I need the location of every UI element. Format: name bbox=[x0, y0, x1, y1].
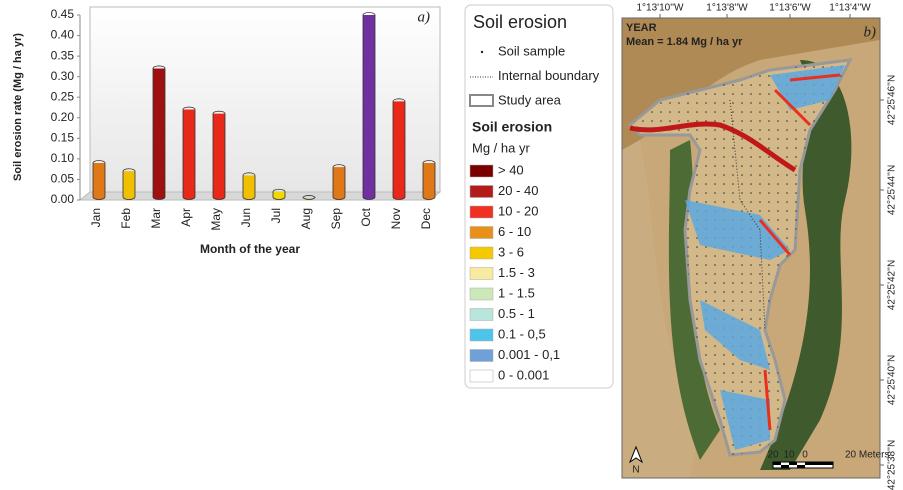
bar bbox=[153, 66, 165, 200]
bar bbox=[333, 165, 345, 200]
bar bbox=[423, 161, 435, 200]
longitude-label: 1°13'10''W bbox=[637, 3, 685, 14]
panel-label: a) bbox=[418, 9, 431, 25]
bar bbox=[213, 111, 225, 199]
legend-swatch bbox=[470, 186, 493, 198]
y-tick-label: 0.20 bbox=[51, 110, 75, 124]
legend-class-label: 0.1 - 0,5 bbox=[498, 326, 546, 341]
legend-units: Mg / ha yr bbox=[472, 140, 530, 155]
x-tick-label: Apr bbox=[179, 208, 193, 227]
legend-class-label: 0.5 - 1 bbox=[498, 306, 535, 321]
scale-label: 0 bbox=[802, 450, 808, 461]
scale-label: 20 Meters bbox=[845, 450, 889, 461]
legend-class-label: > 40 bbox=[498, 162, 524, 177]
x-tick-label: Aug bbox=[299, 208, 313, 229]
legend-swatch bbox=[470, 309, 493, 321]
bar bbox=[93, 161, 105, 200]
longitude-label: 1°13'4''W bbox=[829, 3, 871, 14]
y-tick-label: 0.35 bbox=[51, 48, 75, 62]
legend-swatch bbox=[470, 268, 493, 280]
y-tick-label: 0.15 bbox=[51, 131, 75, 145]
x-axis-label: Month of the year bbox=[200, 242, 300, 256]
legend-study-symbol bbox=[470, 95, 493, 106]
legend-item-label: Soil sample bbox=[498, 43, 565, 58]
legend-sample-symbol bbox=[481, 51, 483, 53]
legend-swatch bbox=[470, 165, 493, 177]
legend-class-label: 6 - 10 bbox=[498, 224, 531, 239]
x-tick-label: Sep bbox=[329, 208, 343, 230]
bar bbox=[183, 107, 195, 199]
y-axis-label: Soil erosion rate (Mg / ha yr) bbox=[12, 33, 24, 181]
y-tick-label: 0.00 bbox=[51, 192, 75, 206]
latitude-label: 42°25'44''N bbox=[887, 165, 898, 215]
legend-swatch bbox=[470, 206, 493, 218]
legend-swatch bbox=[470, 247, 493, 259]
y-tick-label: 0.10 bbox=[51, 151, 75, 165]
scale-label: 20 bbox=[767, 450, 779, 461]
legend-class-label: 10 - 20 bbox=[498, 203, 538, 218]
x-tick-label: Oct bbox=[359, 207, 373, 226]
y-tick-label: 0.40 bbox=[51, 28, 75, 42]
bar bbox=[363, 13, 375, 200]
x-tick-label: Mar bbox=[149, 208, 163, 229]
x-tick-label: Jun bbox=[239, 208, 253, 227]
legend-classes-title: Soil erosion bbox=[472, 119, 552, 135]
map-mean: Mean = 1.84 Mg / ha yr bbox=[626, 36, 743, 48]
legend-swatch bbox=[470, 227, 493, 239]
longitude-label: 1°13'6''W bbox=[769, 3, 811, 14]
x-tick-label: Feb bbox=[119, 208, 133, 229]
latitude-label: 42°25'46''N bbox=[887, 75, 898, 125]
latitude-label: 42°25'42''N bbox=[887, 260, 898, 310]
map-period: YEAR bbox=[626, 22, 657, 34]
map bbox=[622, 18, 880, 478]
latitude-label: 42°25'40''N bbox=[887, 355, 898, 405]
bar bbox=[243, 173, 255, 200]
legend-class-label: 0 - 0.001 bbox=[498, 367, 549, 382]
bar bbox=[123, 169, 135, 200]
bar bbox=[393, 99, 405, 200]
x-tick-label: Jan bbox=[89, 208, 103, 227]
y-tick-label: 0.05 bbox=[51, 172, 75, 186]
legend-class-label: 1 - 1.5 bbox=[498, 285, 535, 300]
x-tick-label: Jul bbox=[269, 208, 283, 223]
scale-bar bbox=[773, 462, 833, 468]
y-tick-label: 0.45 bbox=[51, 7, 75, 21]
north-label: N bbox=[632, 465, 639, 476]
longitude-label: 1°13'8''W bbox=[706, 3, 748, 14]
legend-item-label: Internal boundary bbox=[498, 68, 600, 83]
legend-title: Soil erosion bbox=[473, 12, 567, 32]
chart-wall bbox=[90, 7, 440, 192]
legend-class-label: 3 - 6 bbox=[498, 244, 524, 259]
legend-class-label: 1.5 - 3 bbox=[498, 265, 535, 280]
legend-swatch bbox=[470, 370, 493, 382]
panel-label: b) bbox=[864, 24, 877, 40]
legend-item-label: Study area bbox=[498, 92, 562, 107]
legend-swatch bbox=[470, 288, 493, 300]
legend-swatch bbox=[470, 350, 493, 362]
y-tick-label: 0.30 bbox=[51, 69, 75, 83]
x-tick-label: May bbox=[209, 208, 223, 231]
y-tick-label: 0.25 bbox=[51, 89, 75, 103]
legend-class-label: 0.001 - 0,1 bbox=[498, 347, 560, 362]
legend-swatch bbox=[470, 329, 493, 341]
x-tick-label: Nov bbox=[389, 208, 403, 229]
x-tick-label: Dec bbox=[419, 208, 433, 229]
figure: a) Month of the year Soil erosion rate (… bbox=[0, 0, 903, 490]
legend-class-label: 20 - 40 bbox=[498, 183, 538, 198]
latitude-label: 42°25'38''N bbox=[887, 440, 898, 490]
scale-label: 10 bbox=[783, 450, 795, 461]
